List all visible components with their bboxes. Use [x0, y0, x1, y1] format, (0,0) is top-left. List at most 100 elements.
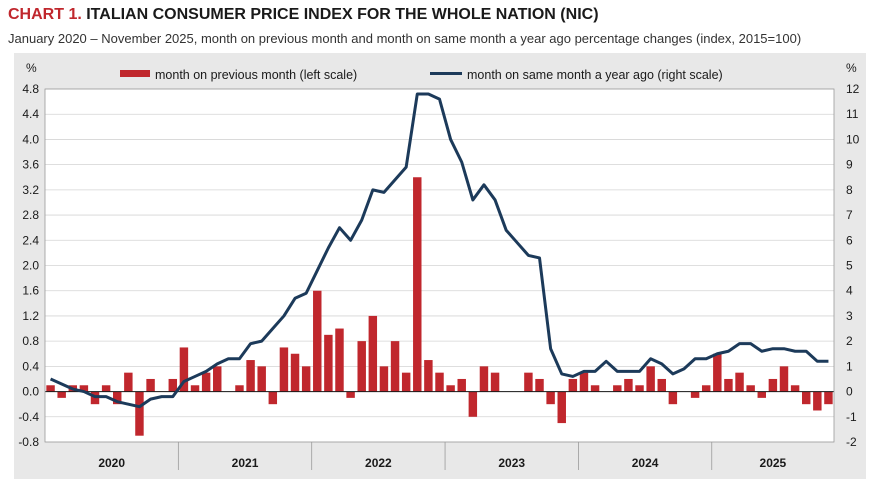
mom-bar — [646, 366, 655, 392]
mom-bar — [457, 378, 466, 392]
left-tick-label: 4.8 — [22, 82, 39, 96]
mom-bar — [802, 391, 811, 405]
mom-bar — [357, 341, 366, 392]
mom-bar — [368, 315, 378, 392]
mom-bar — [279, 347, 289, 392]
mom-bar — [313, 290, 322, 392]
mom-bar — [401, 372, 411, 392]
mom-bar — [568, 378, 578, 392]
chart-title-lead: CHART 1. — [8, 6, 82, 23]
mom-bar — [701, 385, 711, 392]
year-label: 2022 — [365, 456, 392, 470]
left-tick-label: 2.4 — [22, 233, 39, 247]
plot-frame — [44, 88, 835, 443]
year-label: 2025 — [760, 456, 787, 470]
left-tick-label: 3.2 — [22, 183, 39, 197]
year-label: 2024 — [632, 456, 659, 470]
mom-bar — [524, 372, 533, 392]
right-tick-label: 1 — [846, 359, 853, 373]
year-label: 2023 — [498, 456, 525, 470]
right-tick-label: 10 — [846, 132, 860, 146]
mom-bar — [490, 372, 500, 392]
mom-bar — [757, 391, 766, 398]
right-tick-label: 4 — [846, 284, 853, 298]
chart-title-text: ITALIAN CONSUMER PRICE INDEX FOR THE WHO… — [86, 6, 599, 23]
right-tick-label: 2 — [846, 334, 853, 348]
right-tick-label: 11 — [846, 107, 859, 121]
mom-bar — [479, 366, 489, 392]
mom-bar — [290, 353, 300, 392]
mom-bar — [635, 385, 644, 392]
mom-bar — [779, 366, 789, 392]
mom-bar — [146, 378, 155, 392]
mom-bar — [113, 391, 122, 405]
right-tick-label: 5 — [846, 259, 853, 273]
chart-title: CHART 1. ITALIAN CONSUMER PRICE INDEX FO… — [8, 6, 599, 24]
mom-bar — [257, 366, 266, 392]
right-tick-label: 7 — [846, 208, 853, 222]
mom-bar — [46, 385, 55, 392]
mom-bar — [557, 391, 566, 424]
mom-bar — [579, 372, 589, 392]
legend: month on previous month (left scale) mon… — [120, 68, 723, 82]
mom-bar — [390, 341, 400, 392]
left-tick-label: 2.0 — [22, 259, 39, 273]
mom-bar — [424, 360, 433, 392]
left-tick-label: 4.0 — [22, 132, 39, 146]
year-label: 2021 — [232, 456, 259, 470]
mom-bar — [668, 391, 678, 405]
left-axis-unit: % — [26, 61, 37, 75]
mom-bar — [379, 366, 389, 392]
mom-bar — [346, 391, 355, 398]
mom-bar — [179, 347, 189, 392]
mom-bar — [201, 372, 211, 392]
mom-bar — [79, 385, 89, 392]
mom-bar — [335, 328, 344, 392]
mom-bar — [446, 385, 455, 392]
mom-bar — [135, 391, 144, 436]
right-tick-label: 12 — [846, 82, 860, 96]
left-tick-label: 0.8 — [22, 334, 39, 348]
legend-bar-swatch — [120, 70, 150, 77]
mom-bar — [57, 391, 66, 398]
mom-bar — [168, 378, 178, 392]
mom-bar — [268, 391, 278, 405]
mom-bar — [435, 372, 444, 392]
mom-bar — [790, 385, 800, 392]
mom-bar — [324, 334, 333, 392]
mom-bar — [768, 378, 778, 392]
left-tick-label: -0.8 — [18, 435, 39, 449]
mom-bar — [824, 391, 833, 405]
right-tick-label: 9 — [846, 158, 853, 172]
mom-bar — [468, 391, 478, 417]
year-label: 2020 — [98, 456, 125, 470]
mom-bar — [535, 378, 544, 392]
x-axis: 2020 2021 2022 2023 2024 2025 — [98, 442, 787, 470]
left-tick-label: -0.4 — [18, 410, 39, 424]
legend-bar-label: month on previous month (left scale) — [155, 68, 357, 82]
right-tick-label: 0 — [846, 385, 853, 399]
left-tick-label: 1.6 — [22, 284, 39, 298]
right-tick-label: -1 — [846, 410, 857, 424]
right-tick-label: -2 — [846, 435, 857, 449]
chart-subtitle: January 2020 – November 2025, month on p… — [8, 31, 802, 46]
left-tick-label: 1.2 — [22, 309, 39, 323]
mom-bar — [246, 360, 255, 392]
left-tick-label: 0.0 — [22, 385, 39, 399]
mom-bar — [213, 366, 222, 392]
mom-bar — [413, 177, 422, 392]
left-tick-label: 2.8 — [22, 208, 39, 222]
bar-series — [46, 177, 833, 436]
left-tick-label: 4.4 — [22, 107, 39, 121]
mom-bar — [724, 378, 733, 392]
mom-bar — [657, 378, 666, 392]
right-tick-label: 6 — [846, 233, 853, 247]
left-tick-label: 3.6 — [22, 158, 39, 172]
mom-bar — [746, 385, 755, 392]
mom-bar — [301, 366, 311, 392]
mom-bar — [624, 378, 633, 392]
right-axis-unit: % — [846, 61, 857, 75]
right-tick-label: 3 — [846, 309, 853, 323]
